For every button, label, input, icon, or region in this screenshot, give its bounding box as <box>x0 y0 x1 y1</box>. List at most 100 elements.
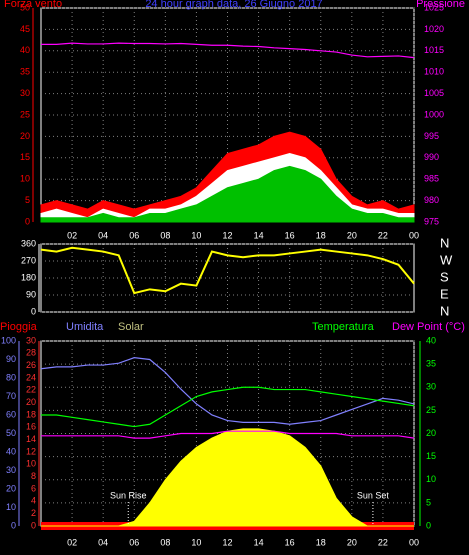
y2-tick-label: 5 <box>426 497 431 507</box>
y2-tick-label: 30 <box>426 382 436 392</box>
y2-axis-label: Pressione <box>416 0 465 10</box>
x-tick-label: 06 <box>129 230 139 240</box>
y2-tick-label: 1000 <box>424 109 444 119</box>
x-tick-label: 18 <box>316 537 326 547</box>
y-tick-label: 40 <box>20 45 30 55</box>
y2-tick-label: 1020 <box>424 24 444 34</box>
y2-tick-label: 15 <box>426 451 436 461</box>
y-tick-label: 15 <box>20 152 30 162</box>
y3-tick-label: 90 <box>6 354 16 364</box>
x-tick-label: 02 <box>67 230 77 240</box>
y3-tick-label: 70 <box>6 391 16 401</box>
y-tick-label: 20 <box>26 397 36 407</box>
x-tick-label: 14 <box>254 537 264 547</box>
y2-tick-label: 1015 <box>424 45 444 55</box>
y-tick-label: 22 <box>26 385 36 395</box>
y2-tick-label: S <box>440 269 449 284</box>
y3-tick-label: 20 <box>6 483 16 493</box>
y-tick-label: 25 <box>20 109 30 119</box>
x-tick-label: 22 <box>378 537 388 547</box>
y2-tick-label: 40 <box>426 335 436 345</box>
legend-label: Umidita <box>66 321 104 333</box>
y2-tick-label: E <box>440 286 449 301</box>
series-line <box>40 357 415 425</box>
x-tick-label: 00 <box>409 537 419 547</box>
series-area <box>40 165 415 223</box>
y-tick-label: 180 <box>21 272 36 282</box>
y-tick-label: 20 <box>20 131 30 141</box>
x-tick-label: 16 <box>285 537 295 547</box>
y3-tick-label: 100 <box>1 335 16 345</box>
x-tick-label: 08 <box>160 230 170 240</box>
series-line <box>41 386 415 428</box>
x-tick-label: 14 <box>254 230 264 240</box>
legend-label: Pioggia <box>0 321 38 333</box>
x-tick-label: 20 <box>347 537 357 547</box>
y2-tick-label: 995 <box>424 131 439 141</box>
y-tick-label: 0 <box>31 306 36 316</box>
x-tick-label: 18 <box>316 230 326 240</box>
legend-label: Temperatura <box>312 321 375 333</box>
annotation: Sun Rise <box>110 490 147 500</box>
y2-tick-label: N <box>440 303 449 318</box>
y-tick-label: 45 <box>20 24 30 34</box>
y-tick-label: 28 <box>26 348 36 358</box>
y-tick-label: 24 <box>26 372 36 382</box>
y3-tick-label: 10 <box>6 502 16 512</box>
x-tick-label: 02 <box>67 537 77 547</box>
x-tick-label: 10 <box>191 537 201 547</box>
y2-tick-label: 1010 <box>424 67 444 77</box>
y3-tick-label: 30 <box>6 465 16 475</box>
y-tick-label: 18 <box>26 409 36 419</box>
legend-label: Dew Point (°C) <box>392 321 465 333</box>
y2-tick-label: N <box>440 235 449 250</box>
y2-tick-label: 990 <box>424 152 439 162</box>
y-tick-label: 360 <box>21 238 36 248</box>
y2-tick-label: 980 <box>424 195 439 205</box>
y2-tick-label: 985 <box>424 174 439 184</box>
y-tick-label: 12 <box>26 446 36 456</box>
x-tick-label: 16 <box>285 230 295 240</box>
y2-tick-label: 975 <box>424 216 439 226</box>
x-tick-label: 08 <box>160 537 170 547</box>
y3-tick-label: 40 <box>6 446 16 456</box>
y-tick-label: 5 <box>25 195 30 205</box>
y-tick-label: 35 <box>20 67 30 77</box>
x-tick-label: 04 <box>98 537 108 547</box>
y-tick-label: 10 <box>26 459 36 469</box>
y2-tick-label: 10 <box>426 474 436 484</box>
y2-tick-label: 0 <box>426 520 431 530</box>
x-tick-label: 22 <box>378 230 388 240</box>
series-line <box>41 42 415 59</box>
y2-tick-label: W <box>440 252 453 267</box>
y-tick-label: 50 <box>20 2 30 12</box>
y2-tick-label: 1005 <box>424 88 444 98</box>
x-tick-label: 12 <box>222 537 232 547</box>
y-tick-label: 8 <box>31 471 36 481</box>
y-tick-label: 6 <box>31 483 36 493</box>
y2-tick-label: 20 <box>426 428 436 438</box>
x-tick-label: 00 <box>409 230 419 240</box>
x-tick-label: 04 <box>98 230 108 240</box>
y-tick-label: 90 <box>26 289 36 299</box>
x-tick-label: 12 <box>222 230 232 240</box>
y-tick-label: 16 <box>26 422 36 432</box>
y-tick-label: 10 <box>20 174 30 184</box>
y2-tick-label: 25 <box>426 405 436 415</box>
y-axis-label: Forza vento <box>4 0 62 10</box>
x-tick-label: 20 <box>347 230 357 240</box>
y-tick-label: 14 <box>26 434 36 444</box>
y2-tick-label: 1025 <box>424 2 444 12</box>
series-line <box>40 246 415 295</box>
x-tick-label: 06 <box>129 537 139 547</box>
y-tick-label: 26 <box>26 360 36 370</box>
y-tick-label: 0 <box>25 216 30 226</box>
y-tick-label: 30 <box>20 88 30 98</box>
y3-tick-label: 0 <box>11 520 16 530</box>
legend-label: Solar <box>118 321 144 333</box>
series-area <box>41 428 414 527</box>
y-tick-label: 2 <box>31 508 36 518</box>
y-tick-label: 0 <box>31 520 36 530</box>
x-tick-label: 10 <box>191 230 201 240</box>
